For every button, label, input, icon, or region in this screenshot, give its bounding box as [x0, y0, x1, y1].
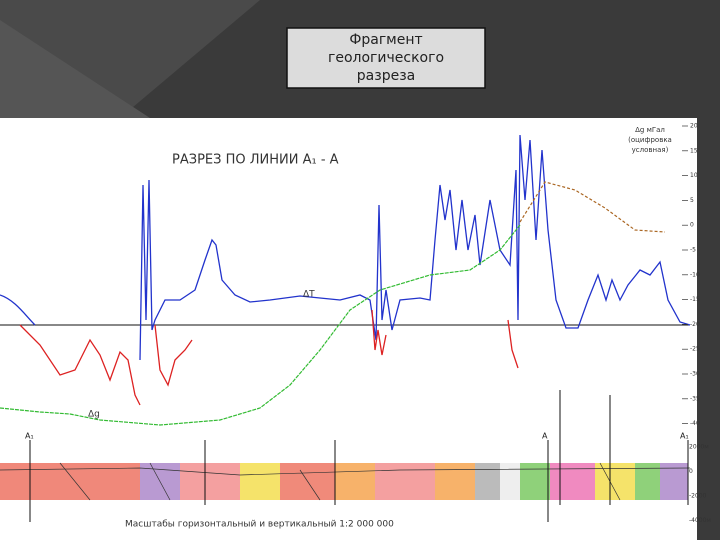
title-line: Фрагмент	[349, 32, 422, 48]
layer	[240, 463, 280, 500]
wells	[29, 390, 689, 522]
axis-label: 0	[690, 222, 694, 229]
axis-label: -40	[690, 420, 700, 427]
axis-label: -25	[690, 346, 700, 353]
curve-red	[19, 324, 193, 406]
axis-label: -15	[690, 296, 700, 303]
axis-label: 20	[690, 123, 698, 130]
title-line: разреза	[357, 68, 415, 84]
axis-label: -5	[690, 247, 696, 254]
depth-label: 2000м	[689, 444, 709, 451]
layer	[520, 463, 550, 500]
depth-label: -2000	[689, 493, 707, 500]
point-label: А	[542, 432, 548, 441]
curve-dt	[0, 294, 36, 326]
layer	[335, 463, 375, 500]
axis-label: -10	[690, 271, 700, 278]
axis-label: -20	[690, 321, 700, 328]
background-shade	[0, 20, 150, 118]
fault	[0, 462, 691, 501]
point-label: А₁	[25, 432, 34, 441]
curve-label: ΔT	[303, 290, 315, 300]
depth-label: 0	[689, 468, 693, 475]
layer	[500, 463, 520, 500]
legend-line: Δg мГал	[635, 126, 665, 134]
depth-label: -4000м	[689, 517, 711, 524]
curve-dg	[0, 224, 521, 426]
axis-label: 10	[690, 172, 698, 179]
curve-brown	[519, 181, 666, 233]
layer	[180, 463, 240, 500]
layer	[660, 463, 688, 500]
point-label: А₁	[680, 432, 689, 441]
layer	[435, 463, 475, 500]
axis-label: 15	[690, 147, 698, 154]
curve-dt	[139, 134, 691, 361]
caption: Масштабы горизонтальный и вертикальный 1…	[125, 520, 394, 530]
curve-label: Δg	[88, 410, 100, 420]
layer	[475, 463, 500, 500]
axis-label: -30	[690, 371, 700, 378]
legend-line: условная)	[632, 146, 669, 154]
axis-label: -35	[690, 395, 700, 402]
curve-red	[371, 309, 519, 369]
layer	[635, 463, 660, 500]
axis-label: 5	[690, 197, 694, 204]
layer	[595, 463, 635, 500]
geology-band	[0, 462, 691, 501]
figure-heading: РАЗРЕЗ ПО ЛИНИИ А₁ - А	[172, 153, 339, 168]
title-box	[286, 27, 486, 89]
title-line: геологического	[328, 50, 444, 66]
layer	[375, 463, 435, 500]
legend-line: (оцифровка	[628, 136, 672, 144]
